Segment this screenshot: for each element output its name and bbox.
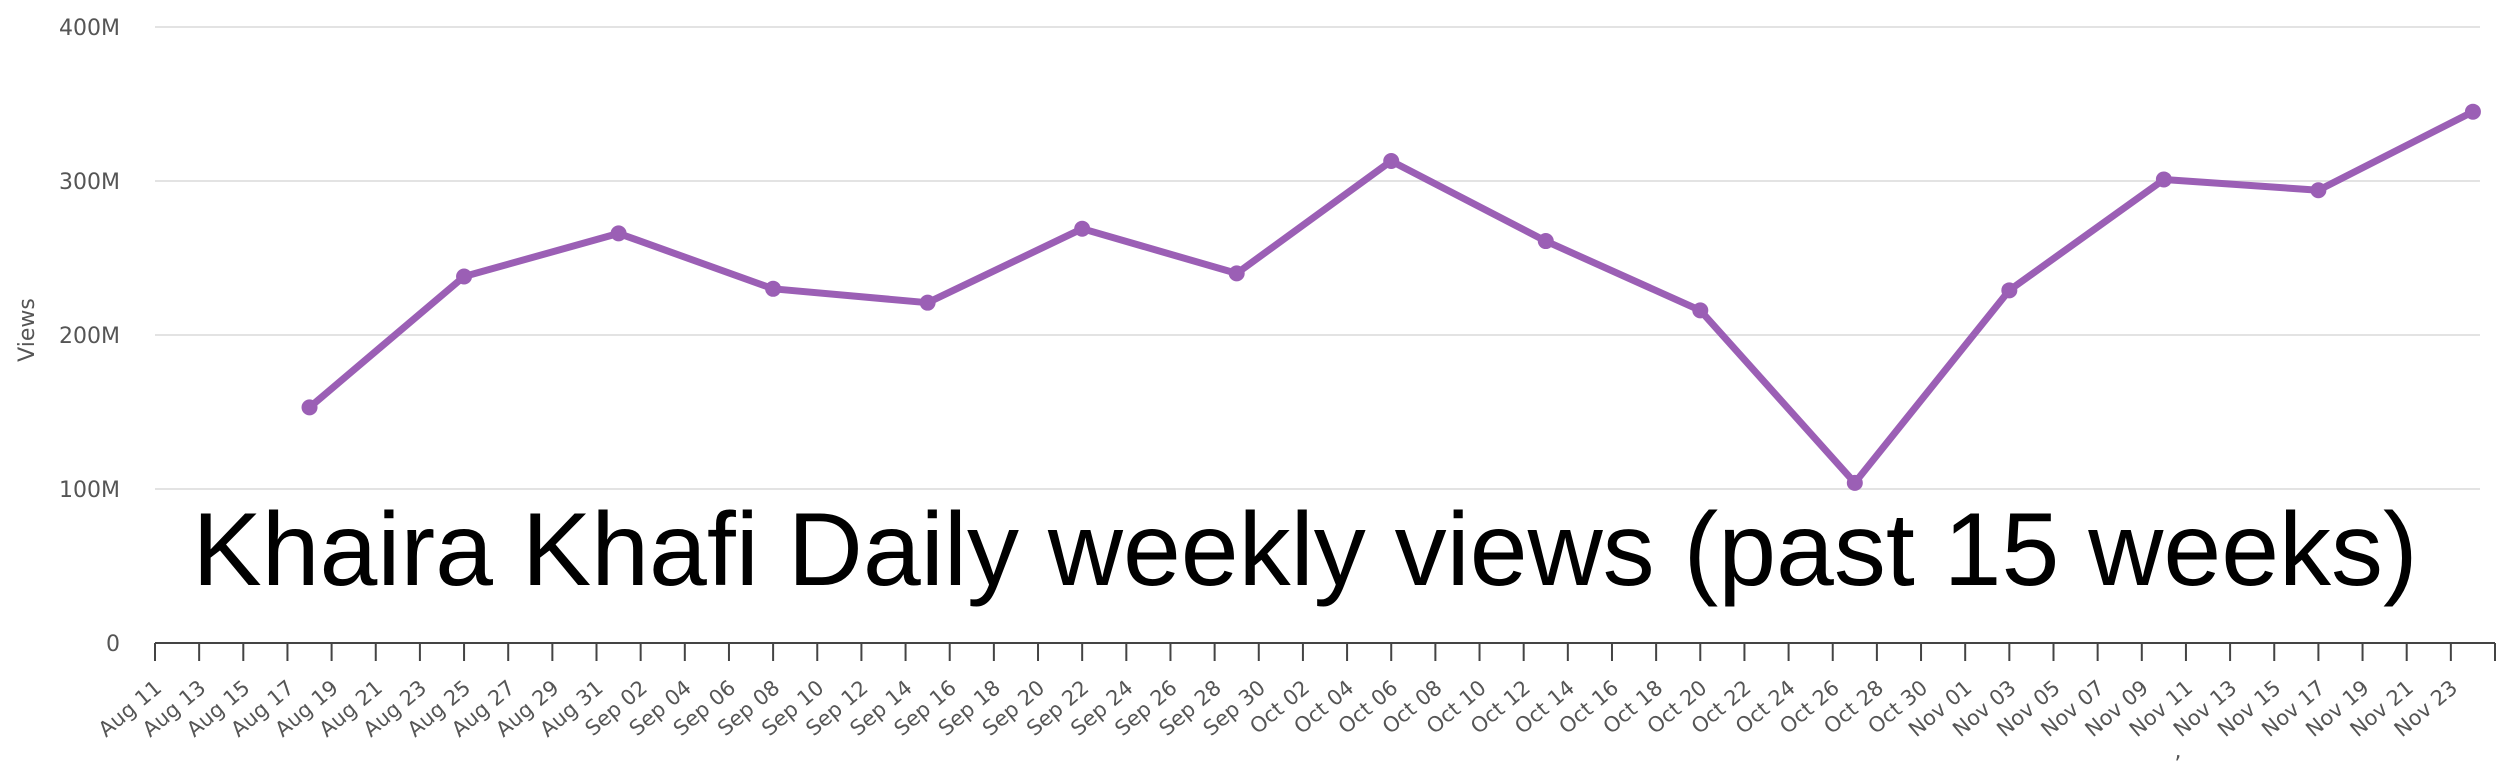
y-tick-label: 300M [59, 170, 120, 195]
chart-title: Khaira Khafi Daily weekly views (past 15… [192, 492, 2417, 608]
data-point [1383, 152, 1400, 169]
data-point [2155, 171, 2172, 188]
y-axis-tick-labels: 0 100M 200M 300M 400M [59, 16, 120, 657]
data-point [1537, 233, 1554, 250]
y-tick-label: 200M [59, 324, 120, 349]
y-tick-label: 400M [59, 16, 120, 41]
data-point [2464, 103, 2481, 120]
data-point [610, 225, 627, 242]
y-axis-title: Views [15, 298, 40, 362]
data-point [2310, 182, 2327, 199]
data-point [1074, 220, 1091, 237]
data-point [1228, 265, 1245, 282]
data-point [765, 280, 782, 297]
y-tick-label: 0 [106, 632, 120, 657]
y-tick-label: 100M [59, 478, 120, 503]
data-point [456, 268, 473, 285]
series-layer [301, 103, 2481, 491]
data-point [301, 399, 318, 416]
gridlines [155, 26, 2480, 490]
data-point [919, 294, 936, 311]
data-point [1846, 474, 1863, 491]
data-point [2001, 282, 2018, 299]
data-point [1692, 302, 1709, 319]
stray-comma-mark: , [2175, 739, 2182, 764]
